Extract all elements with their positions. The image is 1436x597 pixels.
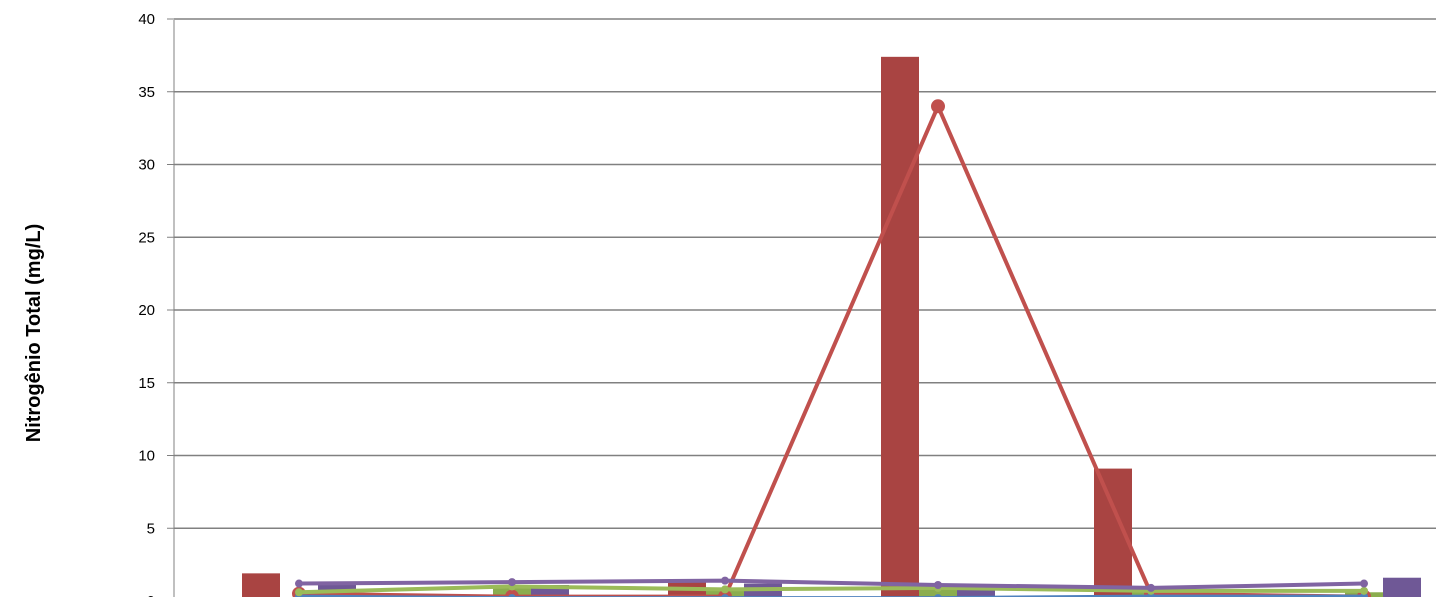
- y-tick-label-25: 25: [138, 229, 155, 246]
- y-tick-label-30: 30: [138, 157, 155, 174]
- line-series-1: [298, 104, 1365, 597]
- line-point-s4-c1: [295, 579, 303, 588]
- line-point-s4-c3: [721, 576, 729, 585]
- line-point-s3-c3: [721, 585, 729, 594]
- y-tick-label-10: 10: [138, 448, 155, 465]
- y-axis-label: Nitrogênio Total (mg/L): [23, 224, 45, 443]
- line-point-s4-c6: [1360, 579, 1368, 588]
- line-point-s1-c4: [931, 99, 945, 114]
- line-series-3: [298, 584, 1364, 595]
- y-tick-label-35: 35: [138, 84, 155, 101]
- line-point-s4-c5: [1147, 583, 1155, 592]
- bar-series-group: [242, 56, 1421, 597]
- y-tick-label-0: 0: [147, 593, 155, 597]
- line-point-s3-c1: [295, 588, 303, 597]
- y-tick-label-40: 40: [138, 11, 155, 28]
- gridlines: [167, 18, 1436, 529]
- bar-s1-c1: [242, 573, 280, 597]
- line-series-group: [292, 99, 1371, 597]
- line-point-s1-c2: [505, 589, 519, 597]
- line-point-s3-c6: [1360, 586, 1368, 595]
- line-point-s4-c2: [508, 578, 516, 587]
- line-point-s2-c2: [508, 594, 516, 597]
- y-tick-labels: 0 5 10 15 20 25 30 35 40: [138, 11, 155, 597]
- y-tick-label-15: 15: [138, 375, 155, 392]
- bar-s1-c4: [881, 56, 919, 597]
- line-series-4: [298, 578, 1365, 590]
- line-point-s2-c3: [721, 594, 729, 597]
- line-point-s2-c4: [934, 594, 942, 597]
- y-tick-label-5: 5: [147, 520, 155, 537]
- y-tick-label-20: 20: [138, 302, 155, 319]
- bar-s3-c6: [1383, 577, 1421, 597]
- line-point-s4-c4: [934, 580, 942, 589]
